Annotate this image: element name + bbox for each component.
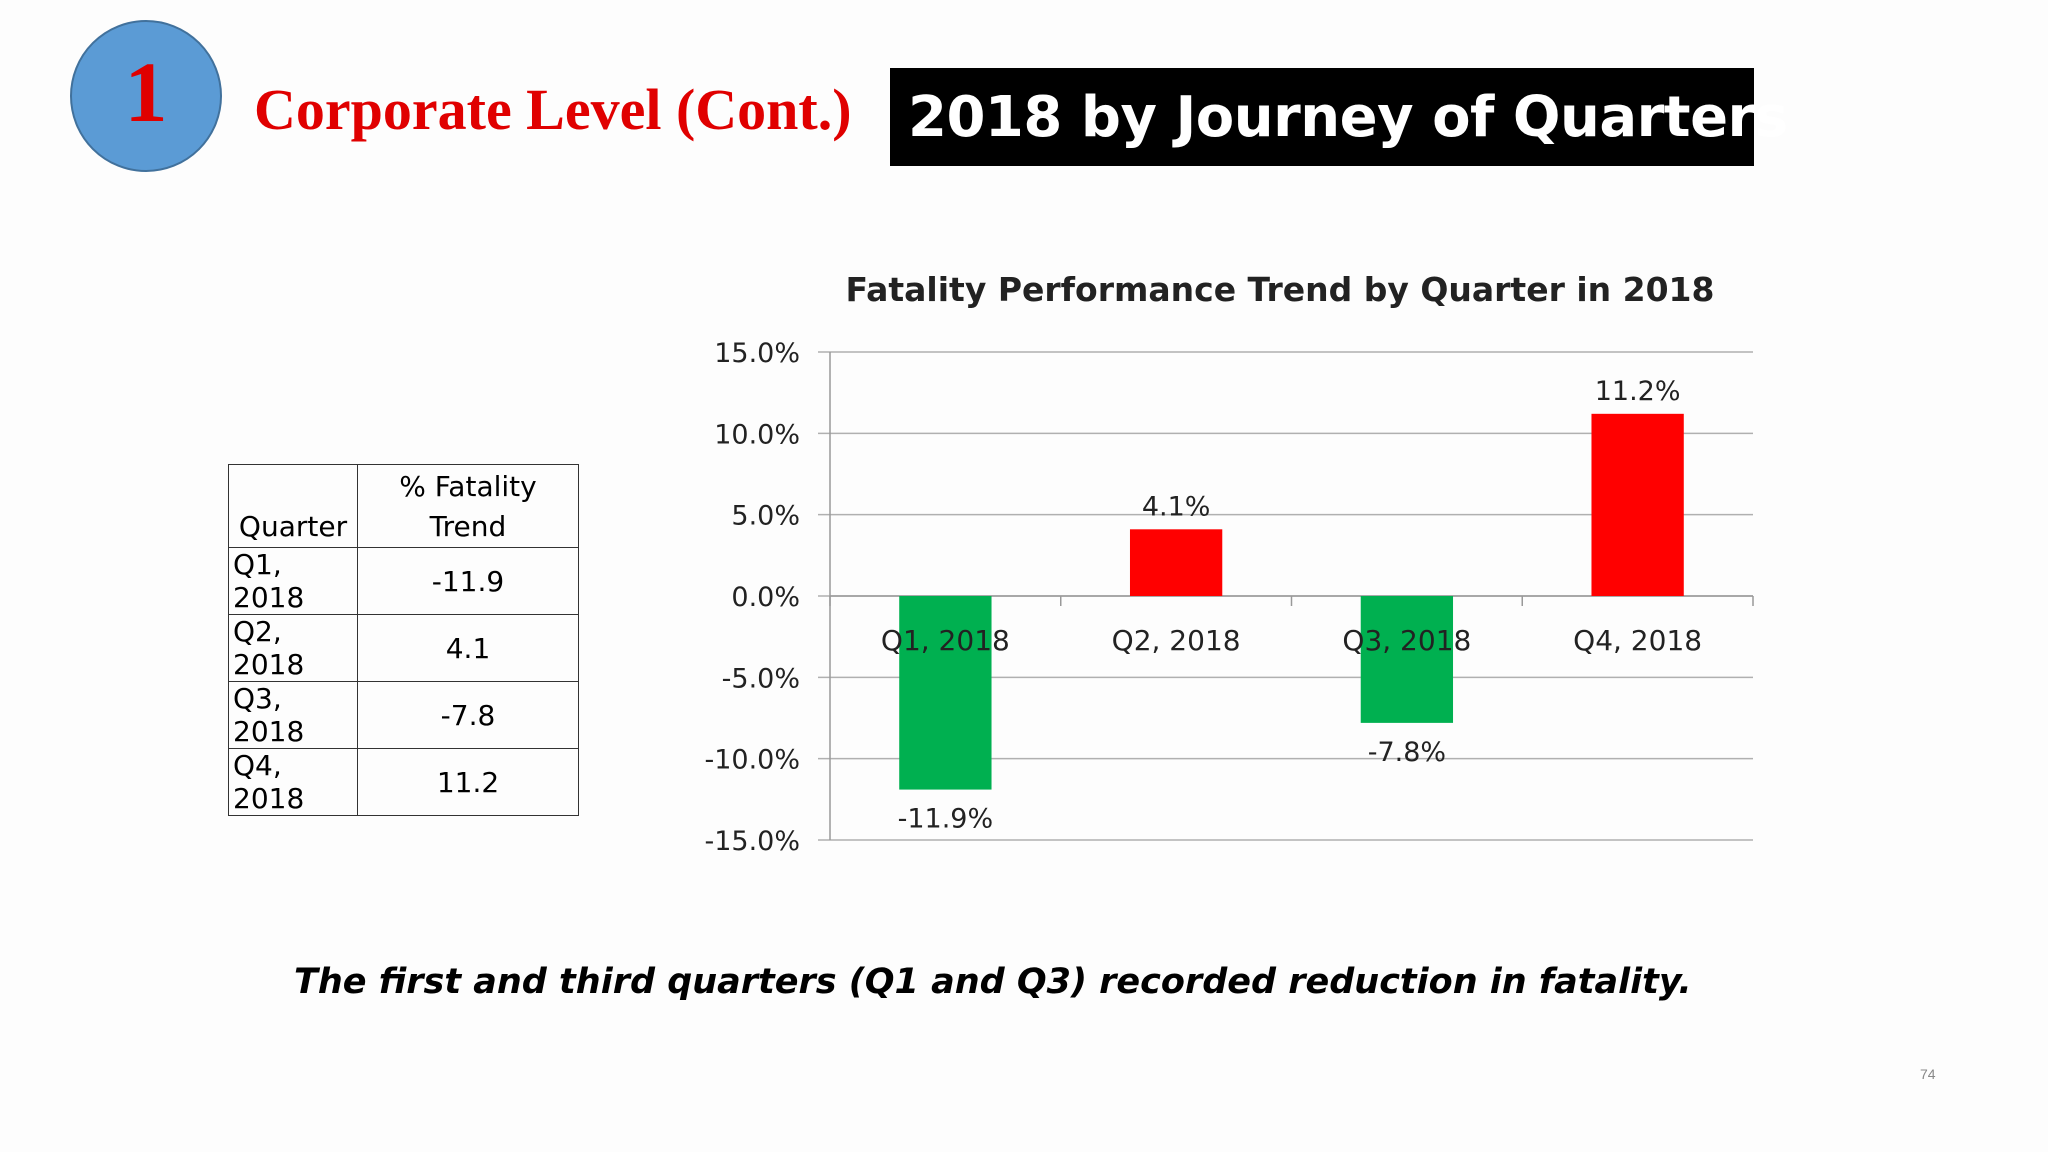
x-tick-label: Q3, 2018 <box>1342 624 1471 657</box>
y-tick-label: 0.0% <box>731 582 800 613</box>
table-cell-quarter: Q1, 2018 <box>228 547 358 615</box>
table-cell-trend: -11.9 <box>357 547 579 615</box>
data-table: Quarter % Fatality Trend Q1, 2018 -11.9 … <box>228 464 579 816</box>
table-header-row: Quarter % Fatality Trend <box>228 464 579 548</box>
data-label: 11.2% <box>1595 376 1681 407</box>
section-heading: Corporate Level (Cont.) <box>254 77 852 142</box>
number-badge: 1 <box>70 20 222 172</box>
y-tick-label: -15.0% <box>704 826 800 857</box>
y-tick-label: 10.0% <box>714 419 800 450</box>
y-tick-label: 5.0% <box>731 501 800 532</box>
table-row: Q4, 2018 11.2 <box>228 748 579 816</box>
bar <box>1591 413 1684 596</box>
table-row: Q2, 2018 4.1 <box>228 614 579 682</box>
badge-number: 1 <box>124 44 168 140</box>
table-row: Q3, 2018 -7.8 <box>228 681 579 749</box>
bar-chart: 15.0% 10.0% 5.0% 0.0% -5.0% -10.0% -15.0% -11.9… <box>704 338 1754 857</box>
bar <box>1360 596 1454 723</box>
table-cell-trend: -7.8 <box>357 681 579 749</box>
y-tick-label: -5.0% <box>722 663 800 694</box>
table-cell-quarter: Q4, 2018 <box>228 748 358 816</box>
caption: The first and third quarters (Q1 and Q3)… <box>294 962 1692 1002</box>
table-cell-quarter: Q3, 2018 <box>228 681 358 749</box>
data-label: -11.9% <box>898 804 994 835</box>
title-banner: 2018 by Journey of Quarters <box>890 68 1788 166</box>
data-label: 4.1% <box>1142 491 1211 522</box>
table-header-trend: % Fatality Trend <box>357 464 579 548</box>
y-tick-label: 15.0% <box>714 338 800 369</box>
bar <box>899 596 992 790</box>
x-tick-label: Q2, 2018 <box>1112 624 1241 657</box>
chart-title: Fatality Performance Trend by Quarter in… <box>845 270 1715 309</box>
data-label: -7.8% <box>1368 737 1446 768</box>
x-tick-label: Q4, 2018 <box>1573 624 1702 657</box>
table-row: Q1, 2018 -11.9 <box>228 547 579 615</box>
table-cell-trend: 4.1 <box>357 614 579 682</box>
x-tick-label: Q1, 2018 <box>881 624 1010 657</box>
page-number: 74 <box>1920 1066 1936 1082</box>
banner-title: 2018 by Journey of Quarters <box>908 84 1788 150</box>
y-tick-label: -10.0% <box>704 745 800 776</box>
table-cell-quarter: Q2, 2018 <box>228 614 358 682</box>
table-cell-trend: 11.2 <box>357 748 579 816</box>
bar <box>1129 529 1223 596</box>
table-header-quarter: Quarter <box>228 464 358 548</box>
